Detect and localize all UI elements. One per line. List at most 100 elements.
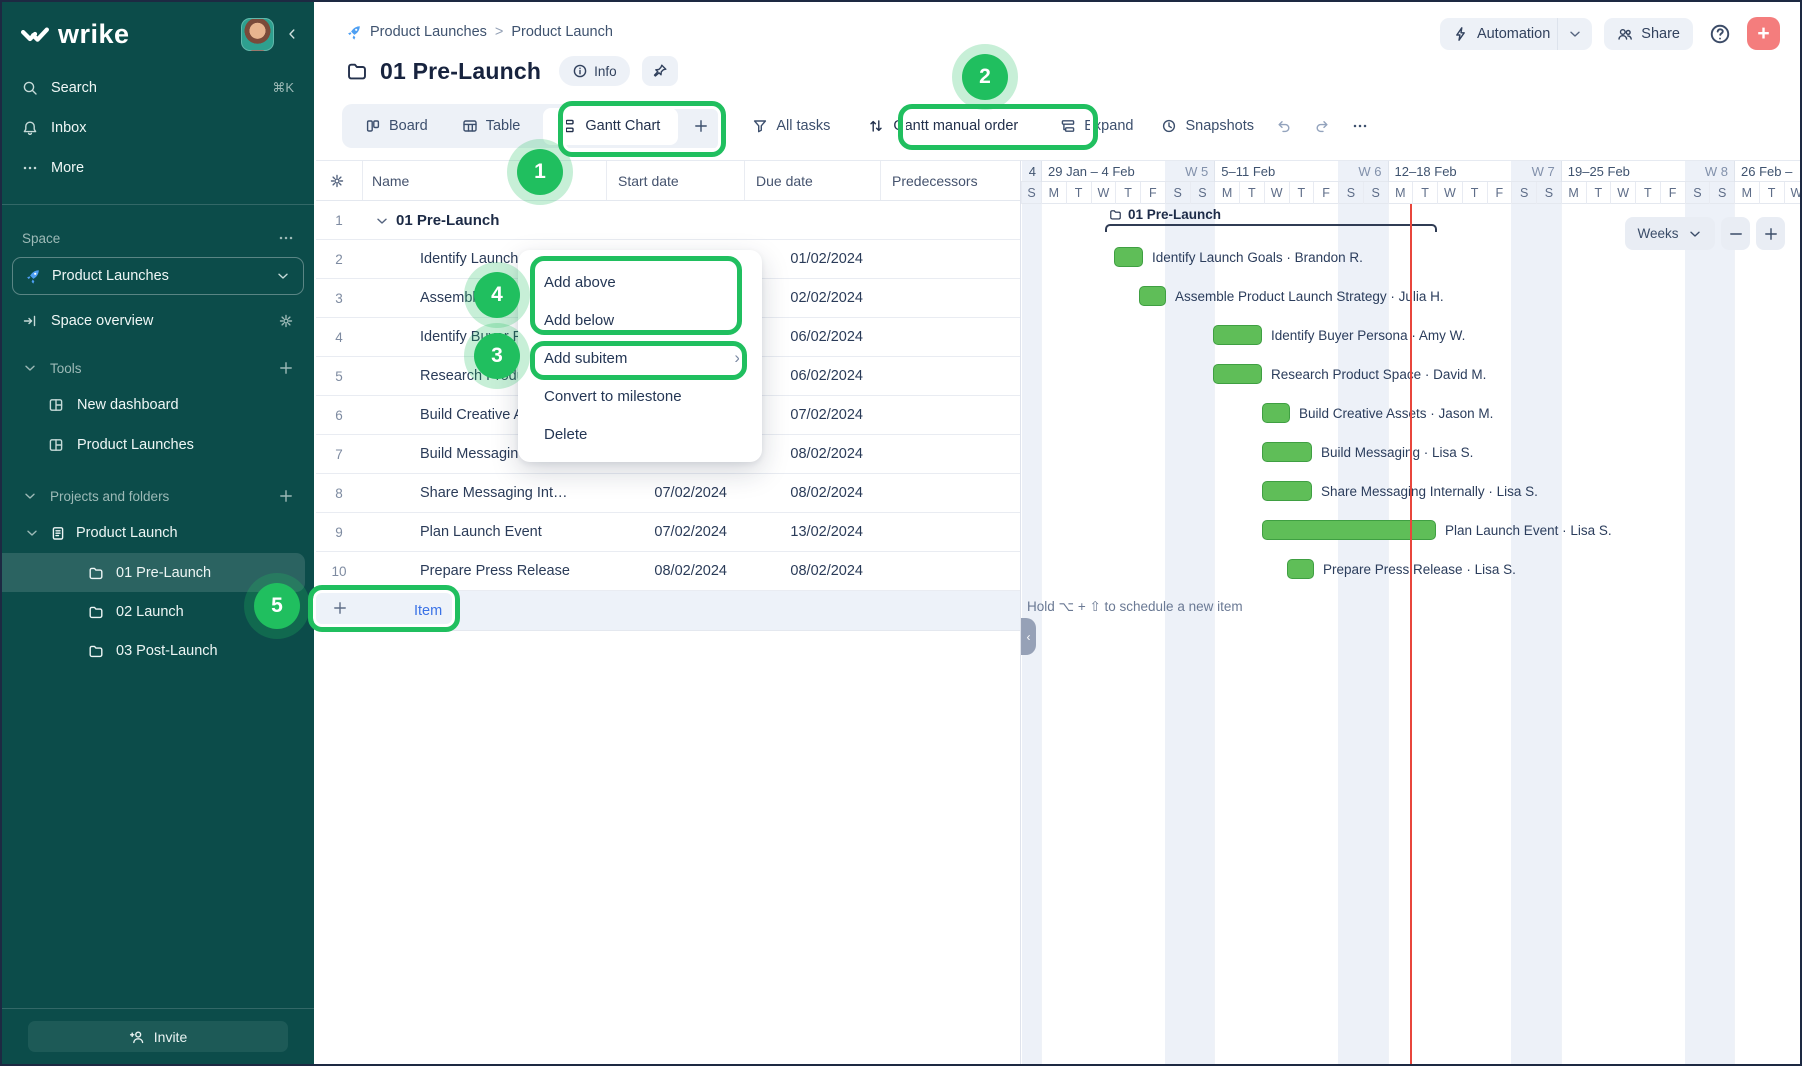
task-name[interactable]: Build Messaging: [420, 446, 518, 462]
menu-item-add-below[interactable]: Add below ›: [518, 301, 762, 339]
gear-icon[interactable]: [329, 173, 345, 189]
sidebar-item-search[interactable]: Search ⌘K: [2, 68, 314, 108]
due-date-cell[interactable]: 08/02/2024: [790, 563, 863, 579]
zoom-in-button[interactable]: [1756, 217, 1785, 250]
collapse-sidebar-icon[interactable]: [284, 26, 300, 42]
menu-item-add-above[interactable]: Add above ›: [518, 263, 762, 301]
start-date-cell[interactable]: 08/02/2024: [654, 563, 727, 579]
tab-label: Board: [389, 118, 428, 134]
sidebar-item-product-launch[interactable]: Product Launch: [2, 513, 314, 553]
sidebar-item-inbox[interactable]: Inbox: [2, 108, 314, 148]
sidebar-item-02-launch[interactable]: 02 Launch: [2, 592, 314, 631]
due-date-cell[interactable]: 06/02/2024: [790, 368, 863, 384]
due-date-cell[interactable]: 08/02/2024: [790, 485, 863, 501]
due-date-cell[interactable]: 02/02/2024: [790, 290, 863, 306]
tools-section-header[interactable]: Tools: [2, 351, 314, 385]
due-date-cell[interactable]: 13/02/2024: [790, 524, 863, 540]
task-name[interactable]: Share Messaging Internally: [420, 485, 572, 501]
table-row[interactable]: 1 01 Pre-Launch: [316, 201, 1020, 240]
space-options-icon[interactable]: [278, 230, 294, 246]
menu-item-add-subitem[interactable]: Add subitem ›: [518, 339, 762, 377]
filter-button[interactable]: All tasks: [752, 118, 830, 134]
due-date-cell[interactable]: 07/02/2024: [790, 407, 863, 423]
plus-icon[interactable]: [278, 360, 294, 376]
redo-icon[interactable]: [1314, 118, 1330, 134]
gear-icon[interactable]: [278, 313, 294, 329]
gantt-bar[interactable]: [1287, 559, 1314, 579]
step-badge-2: 2: [962, 54, 1008, 100]
gantt-bar[interactable]: [1262, 403, 1290, 423]
sidebar-item-03-post-launch[interactable]: 03 Post-Launch: [2, 631, 314, 670]
share-button[interactable]: Share: [1604, 17, 1693, 50]
start-date-cell[interactable]: 07/02/2024: [654, 485, 727, 501]
gantt-bar[interactable]: [1139, 286, 1166, 306]
sidebar-item-new-dashboard[interactable]: New dashboard: [2, 385, 314, 425]
create-button[interactable]: +: [1747, 17, 1780, 50]
sidebar-item-more[interactable]: More: [2, 148, 314, 188]
space-selector[interactable]: Product Launches: [12, 257, 304, 295]
sidebar-item-product-launches-dashboard[interactable]: Product Launches: [2, 425, 314, 465]
due-date-cell[interactable]: 06/02/2024: [790, 329, 863, 345]
snapshots-button[interactable]: Snapshots: [1161, 118, 1254, 134]
task-name[interactable]: Plan Launch Event: [420, 524, 542, 540]
task-name[interactable]: Prepare Press Release: [420, 563, 570, 579]
gantt-chart[interactable]: 01 Pre-Launch Weeks Hold ⌥ + ⇧ to schedu…: [1020, 160, 1800, 1064]
plus-icon[interactable]: [278, 488, 294, 504]
zoom-level-dropdown[interactable]: Weeks: [1625, 217, 1715, 250]
tab-table[interactable]: Table: [445, 108, 538, 144]
search-label: Search: [51, 80, 97, 96]
breadcrumb-space[interactable]: Product Launches: [370, 24, 487, 40]
gantt-bar[interactable]: [1262, 442, 1312, 462]
automation-dropdown-icon[interactable]: [1557, 17, 1592, 50]
table-row[interactable]: 8 Share Messaging Internally 07/02/2024 08/…: [316, 474, 1020, 513]
enter-icon: [22, 313, 38, 329]
automation-button[interactable]: Automation: [1440, 18, 1563, 50]
chevron-down-icon[interactable]: [374, 213, 390, 229]
more-options-icon[interactable]: [1352, 118, 1368, 134]
tab-board[interactable]: Board: [348, 108, 445, 144]
gantt-bar[interactable]: [1262, 520, 1436, 540]
sidebar-item-01-pre-launch[interactable]: 01 Pre-Launch: [2, 553, 305, 592]
sidebar-item-space-overview[interactable]: Space overview: [2, 301, 314, 341]
start-date-cell[interactable]: 07/02/2024: [654, 524, 727, 540]
column-header-start-date[interactable]: Start date: [618, 173, 679, 189]
summary-bracket[interactable]: [1105, 224, 1437, 232]
gantt-bar[interactable]: [1262, 481, 1312, 501]
gantt-parent-label[interactable]: 01 Pre-Launch: [1109, 207, 1221, 222]
table-row[interactable]: 9 Plan Launch Event 07/02/2024 13/02/2024: [316, 513, 1020, 552]
task-name[interactable]: Identify Launch Goals: [420, 251, 518, 267]
pin-button[interactable]: [641, 56, 678, 86]
info-badge[interactable]: Info: [559, 56, 630, 86]
due-date-cell[interactable]: 01/02/2024: [790, 251, 863, 267]
gantt-bar[interactable]: [1213, 364, 1262, 384]
day-header-cell: T: [1288, 182, 1314, 204]
menu-item-delete[interactable]: Delete: [518, 415, 762, 453]
add-view-button[interactable]: [684, 108, 718, 144]
week-range-label: 12–18 Feb: [1394, 164, 1457, 179]
undo-icon[interactable]: [1276, 118, 1292, 134]
zoom-out-button[interactable]: [1721, 217, 1750, 250]
due-date-cell[interactable]: 08/02/2024: [790, 446, 863, 462]
column-header-due-date[interactable]: Due date: [756, 173, 813, 189]
invite-button[interactable]: Invite: [28, 1021, 288, 1052]
tab-gantt-chart[interactable]: Gantt Chart: [543, 107, 679, 145]
table-row[interactable]: 10 Prepare Press Release 08/02/2024 08/02/2…: [316, 552, 1020, 591]
share-label: Share: [1641, 25, 1680, 42]
submenu-chevron-icon: ›: [734, 310, 740, 329]
task-name[interactable]: Build Creative Assets: [420, 407, 518, 423]
projects-section-header[interactable]: Projects and folders: [2, 479, 314, 513]
gantt-manual-order-button[interactable]: Gantt manual order: [854, 109, 1033, 143]
help-button[interactable]: [1705, 19, 1735, 49]
column-header-name[interactable]: Name: [372, 173, 410, 189]
collapse-panel-handle[interactable]: ‹: [1021, 618, 1036, 655]
breadcrumb-project[interactable]: Product Launch: [511, 24, 613, 40]
avatar[interactable]: [241, 17, 274, 51]
column-header-predecessors[interactable]: Predecessors: [892, 173, 978, 189]
task-name[interactable]: 01 Pre-Launch: [396, 212, 500, 229]
expand-button[interactable]: Expand: [1060, 118, 1133, 134]
menu-item-convert-to-milestone[interactable]: Convert to milestone: [518, 377, 762, 415]
gantt-bar[interactable]: [1213, 325, 1262, 345]
gantt-bar[interactable]: [1114, 247, 1143, 267]
menu-item-label: Delete: [544, 425, 588, 443]
add-item-row[interactable]: Item: [316, 591, 1020, 631]
